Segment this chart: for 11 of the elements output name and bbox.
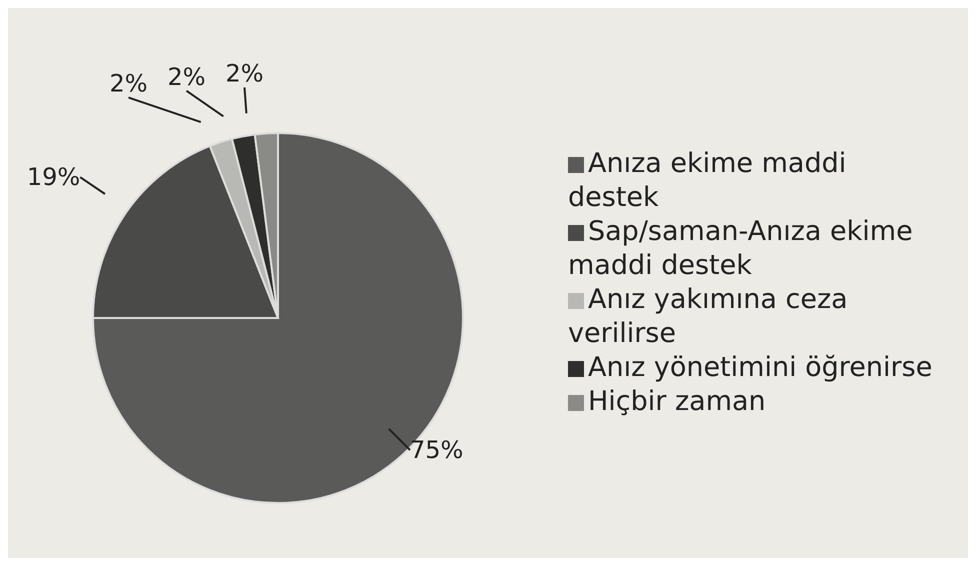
legend-label: Anız yönetimini öğrenirse — [588, 352, 932, 383]
data-label: 19% — [26, 163, 80, 192]
data-label: 2% — [167, 62, 206, 91]
legend-label: Anıza ekime maddi destek — [568, 148, 846, 213]
pie-slice — [92, 132, 464, 504]
legend-label: Anız yakımına ceza verilirse — [568, 284, 848, 349]
data-label: 2% — [109, 70, 148, 98]
data-label: 2% — [225, 59, 264, 88]
legend-label: Hiçbir zaman — [588, 386, 766, 417]
data-label: 75% — [410, 436, 464, 464]
legend-label: Sap/saman-Anıza ekime maddi destek — [568, 216, 913, 281]
